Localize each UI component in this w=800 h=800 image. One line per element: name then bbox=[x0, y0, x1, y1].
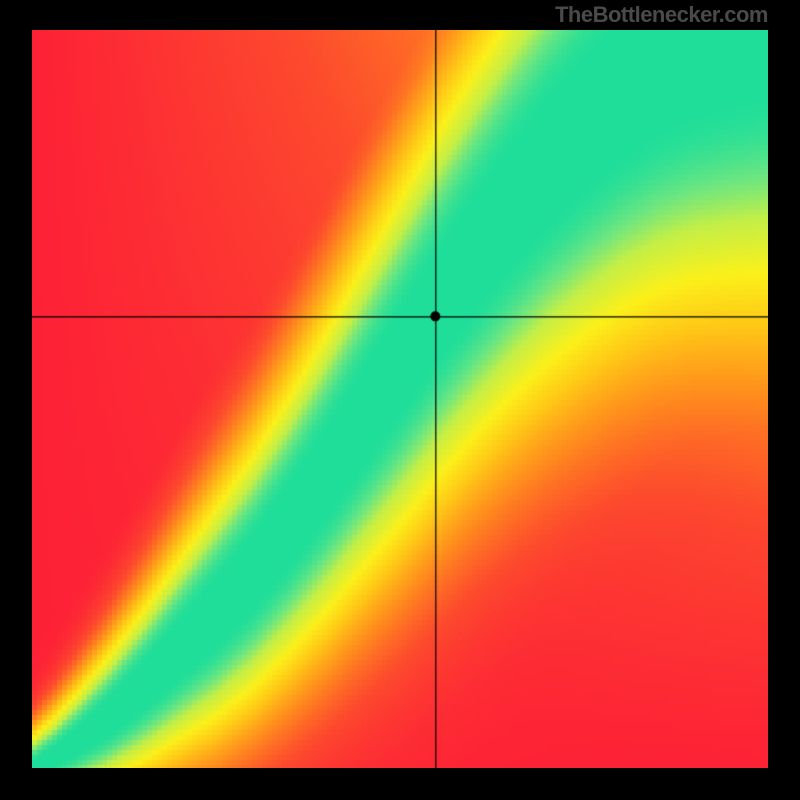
bottleneck-heatmap bbox=[32, 30, 768, 768]
chart-container: TheBottlenecker.com bbox=[0, 0, 800, 800]
watermark-text: TheBottlenecker.com bbox=[555, 2, 768, 28]
